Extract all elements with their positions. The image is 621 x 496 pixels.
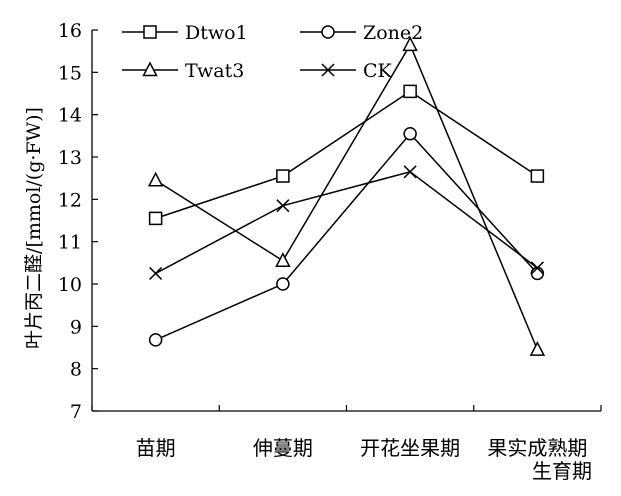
series-line-ck	[155, 170, 538, 275]
legend-marker-twat3	[142, 61, 158, 77]
legend-marker-dtwo1	[143, 25, 157, 39]
legend-label: Twat3	[185, 60, 244, 82]
data-point-ck	[149, 266, 163, 280]
data-point-ck	[530, 261, 544, 275]
legend: Dtwo1 Zone2 Twat3 CK	[122, 22, 423, 82]
x-tick-label: 苗期	[136, 436, 176, 460]
series-layer	[147, 36, 546, 356]
series-ck	[149, 165, 544, 280]
y-tick-label: 15	[58, 62, 82, 84]
y-axis-label: 叶片丙二醛/[mmol/(g·FW)]	[23, 107, 45, 349]
y-tick-label: 13	[58, 147, 82, 169]
legend-label: Dtwo1	[185, 22, 248, 44]
data-point-twat3	[402, 36, 418, 52]
data-point-ck	[276, 199, 290, 213]
data-point-twat3	[275, 252, 291, 267]
y-tick-label: 16	[58, 20, 82, 42]
data-point-twat3	[147, 171, 164, 187]
series-line-dtwo1	[155, 90, 538, 220]
data-point-dtwo1	[148, 211, 163, 226]
data-point-zone2	[403, 126, 417, 141]
y-tick-label: 9	[70, 316, 82, 338]
legend-label: Zone2	[363, 22, 423, 44]
data-point-dtwo1	[403, 84, 417, 99]
legend-entry-dtwo1: Dtwo1	[122, 22, 248, 44]
series-twat3	[147, 36, 546, 356]
y-tick-label: 8	[70, 359, 82, 381]
axes: 7 8 9 10 11 12 13 14 15 16 苗期 伸蔓期 开花坐果期 果实成熟期	[58, 20, 602, 460]
series-line-twat3	[155, 43, 539, 350]
legend-entry-ck: CK	[300, 60, 393, 82]
data-point-dtwo1	[530, 169, 545, 183]
series-dtwo1	[148, 84, 545, 226]
legend-entry-zone2: Zone2	[300, 22, 423, 44]
x-tick-label: 伸蔓期	[253, 436, 313, 460]
data-point-zone2	[148, 333, 163, 347]
x-tick-label: 开花坐果期	[360, 436, 460, 460]
x-tick-label: 果实成熟期	[487, 436, 587, 460]
legend-marker-ck	[321, 63, 335, 77]
data-point-dtwo1	[276, 169, 290, 183]
legend-label: CK	[363, 60, 393, 82]
x-axis-label: 生育期	[532, 459, 592, 483]
y-tick-label: 10	[58, 274, 82, 296]
data-point-zone2	[530, 266, 545, 281]
series-zone2	[148, 126, 545, 347]
series-line-zone2	[155, 132, 538, 341]
legend-marker-zone2	[321, 25, 335, 39]
y-tick-label: 7	[70, 401, 82, 423]
data-point-ck	[403, 165, 417, 179]
data-point-zone2	[276, 277, 290, 291]
y-tick-label: 11	[58, 232, 82, 254]
data-point-twat3	[529, 340, 546, 356]
y-tick-label: 12	[58, 189, 82, 211]
y-tick-label: 14	[58, 105, 82, 127]
legend-entry-twat3: Twat3	[122, 60, 244, 82]
